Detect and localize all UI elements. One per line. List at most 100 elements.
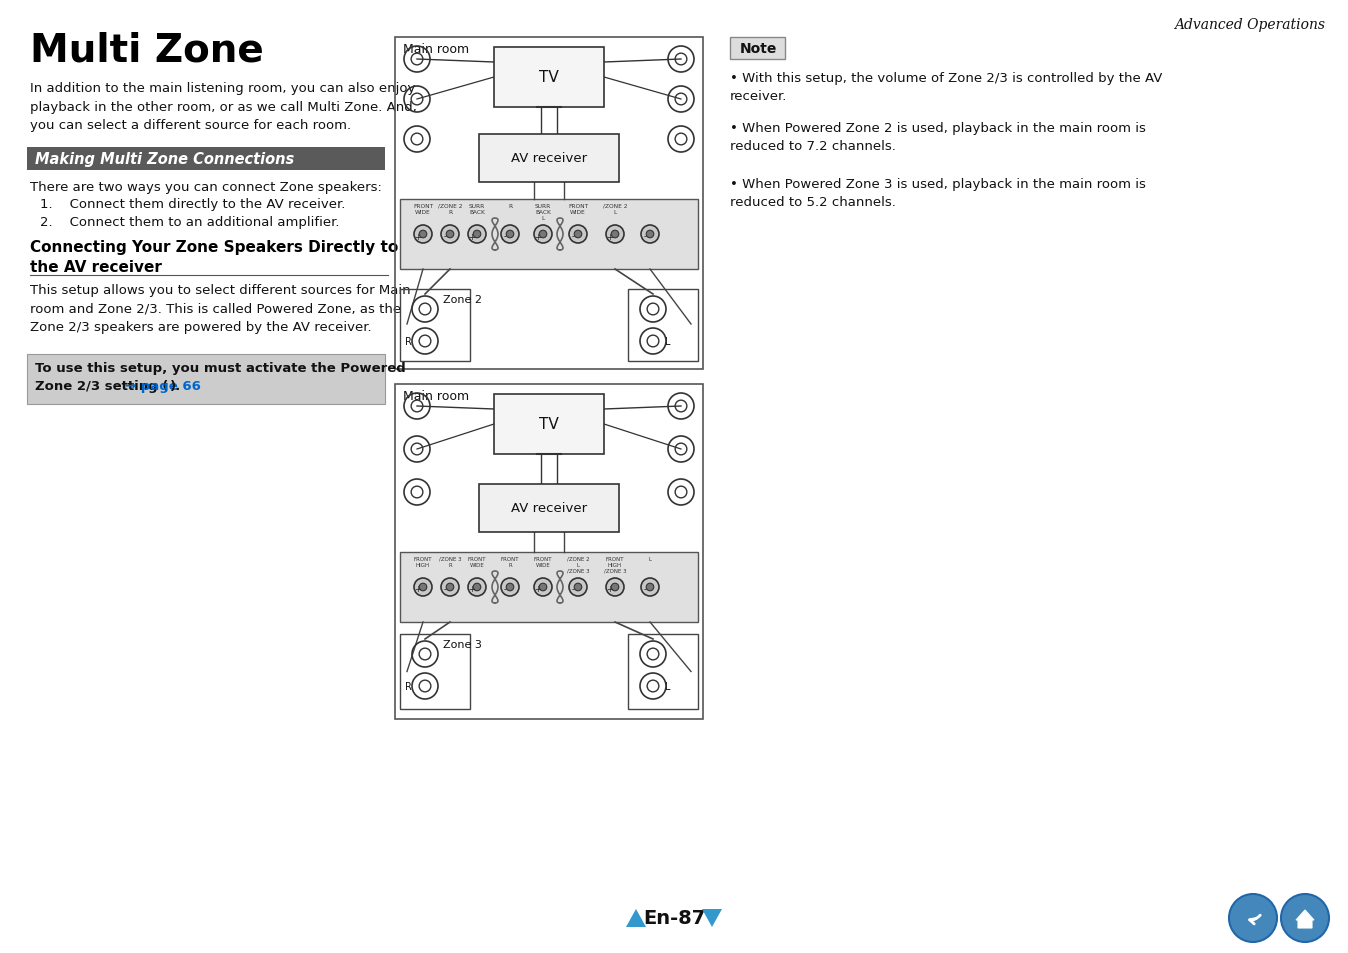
Text: En-87: En-87	[643, 908, 705, 927]
Text: TV: TV	[539, 71, 559, 86]
Bar	[400, 635, 470, 709]
Circle shape	[611, 231, 619, 238]
Text: +: +	[469, 585, 476, 594]
Circle shape	[607, 578, 624, 597]
Circle shape	[539, 583, 547, 591]
Text: Multi Zone: Multi Zone	[30, 32, 264, 70]
Circle shape	[441, 578, 460, 597]
Text: SURR
BACK
L: SURR BACK L	[535, 204, 551, 220]
Text: 1.    Connect them directly to the AV receiver.: 1. Connect them directly to the AV recei…	[40, 198, 345, 211]
Circle shape	[507, 583, 514, 591]
Circle shape	[1229, 894, 1277, 942]
Text: Connecting Your Zone Speakers Directly to
the AV receiver: Connecting Your Zone Speakers Directly t…	[30, 240, 398, 274]
Text: FRONT
WIDE: FRONT WIDE	[468, 557, 487, 567]
Text: FRONT
HIGH
/ZONE 3: FRONT HIGH /ZONE 3	[604, 557, 627, 573]
Circle shape	[611, 583, 619, 591]
Bar	[628, 635, 698, 709]
Text: -: -	[504, 233, 507, 241]
Text: /ZONE 2
L: /ZONE 2 L	[603, 204, 627, 214]
Text: -: -	[643, 585, 647, 594]
Text: AV receiver: AV receiver	[511, 502, 588, 515]
Bar	[731, 38, 785, 60]
Text: /ZONE 3
R: /ZONE 3 R	[438, 557, 461, 567]
Circle shape	[534, 578, 551, 597]
Text: +: +	[535, 233, 542, 241]
Text: FRONT
R: FRONT R	[500, 557, 519, 567]
Text: To use this setup, you must activate the Powered: To use this setup, you must activate the…	[35, 361, 406, 375]
Text: 2.    Connect them to an additional amplifier.: 2. Connect them to an additional amplifi…	[40, 215, 340, 229]
Text: -: -	[572, 585, 574, 594]
Text: Main room: Main room	[403, 43, 469, 56]
Circle shape	[569, 578, 586, 597]
Text: /ZONE 2
R: /ZONE 2 R	[438, 204, 462, 214]
Bar	[628, 290, 698, 361]
Text: L: L	[665, 681, 670, 691]
Text: • When Powered Zone 2 is used, playback in the main room is
reduced to 7.2 chann: • When Powered Zone 2 is used, playback …	[731, 122, 1146, 152]
Circle shape	[646, 583, 654, 591]
Circle shape	[473, 583, 481, 591]
Circle shape	[441, 226, 460, 244]
Text: Making Multi Zone Connections: Making Multi Zone Connections	[35, 152, 294, 167]
Bar	[479, 135, 619, 183]
Circle shape	[468, 578, 487, 597]
Bar	[27, 355, 386, 405]
Circle shape	[501, 226, 519, 244]
Text: Zone 2/3 setting (: Zone 2/3 setting (	[35, 379, 168, 393]
Bar	[400, 290, 470, 361]
Text: L: L	[648, 557, 651, 561]
Circle shape	[646, 231, 654, 238]
Circle shape	[574, 583, 582, 591]
Polygon shape	[1295, 910, 1314, 928]
Text: -: -	[504, 585, 507, 594]
Circle shape	[534, 226, 551, 244]
Text: • When Powered Zone 3 is used, playback in the main room is
reduced to 5.2 chann: • When Powered Zone 3 is used, playback …	[731, 178, 1146, 209]
Bar	[395, 385, 704, 720]
Bar	[479, 484, 619, 533]
Circle shape	[414, 578, 431, 597]
Text: +: +	[469, 233, 476, 241]
Bar	[493, 395, 604, 455]
Circle shape	[446, 583, 454, 591]
Circle shape	[501, 578, 519, 597]
Text: ).: ).	[170, 379, 181, 393]
Text: -: -	[443, 233, 446, 241]
Text: FRONT
HIGH: FRONT HIGH	[414, 557, 433, 567]
Text: SURR
BACK: SURR BACK	[469, 204, 485, 214]
Text: There are two ways you can connect Zone speakers:: There are two ways you can connect Zone …	[30, 181, 381, 193]
Text: FRONT
WIDE: FRONT WIDE	[534, 557, 553, 567]
Circle shape	[446, 231, 454, 238]
Bar	[27, 148, 386, 171]
Text: AV receiver: AV receiver	[511, 152, 588, 165]
Text: /ZONE 2
L
/ZONE 3: /ZONE 2 L /ZONE 3	[566, 557, 589, 573]
Text: L: L	[665, 336, 670, 347]
Text: +: +	[415, 233, 422, 241]
Polygon shape	[702, 909, 723, 927]
Text: +: +	[607, 233, 613, 241]
Text: In addition to the main listening room, you can also enjoy
playback in the other: In addition to the main listening room, …	[30, 82, 417, 132]
Bar	[493, 48, 604, 108]
Text: Main room: Main room	[403, 390, 469, 402]
Circle shape	[1281, 894, 1329, 942]
Circle shape	[642, 226, 659, 244]
Text: • With this setup, the volume of Zone 2/3 is controlled by the AV
receiver.: • With this setup, the volume of Zone 2/…	[731, 71, 1162, 103]
Text: -: -	[572, 233, 574, 241]
Text: FRONT
WIDE: FRONT WIDE	[412, 204, 433, 214]
Text: +: +	[415, 585, 422, 594]
Circle shape	[642, 578, 659, 597]
Circle shape	[419, 583, 427, 591]
Circle shape	[574, 231, 582, 238]
Text: Advanced Operations: Advanced Operations	[1174, 18, 1325, 32]
Circle shape	[468, 226, 487, 244]
Circle shape	[419, 231, 427, 238]
Text: Zone 2: Zone 2	[443, 294, 483, 305]
Text: Zone 3: Zone 3	[443, 639, 481, 649]
Text: TV: TV	[539, 417, 559, 432]
Text: Note: Note	[739, 42, 776, 56]
Text: -: -	[643, 233, 647, 241]
Circle shape	[607, 226, 624, 244]
Text: R: R	[508, 204, 512, 209]
Text: FRONT
WIDE: FRONT WIDE	[568, 204, 588, 214]
Text: R: R	[404, 681, 412, 691]
Circle shape	[539, 231, 547, 238]
Bar	[395, 38, 704, 370]
